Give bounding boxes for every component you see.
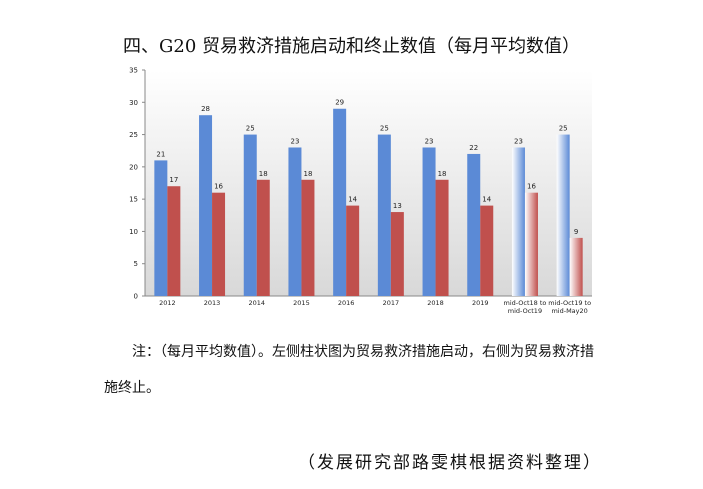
x-tick-label: mid-Oct19 to mid-May20 xyxy=(548,299,592,315)
bar xyxy=(288,147,302,296)
x-tick-label: 2015 xyxy=(293,299,310,307)
bar xyxy=(390,212,404,296)
bar xyxy=(569,237,583,296)
x-tick-label: 2014 xyxy=(248,299,266,307)
note: 注：（每月平均数值）。左侧柱状图为贸易救济措施启动，右侧为贸易救济措施终止。 xyxy=(104,344,594,396)
bar xyxy=(199,115,213,296)
data-label: 22 xyxy=(469,144,478,152)
data-label: 18 xyxy=(259,170,268,178)
data-label: 28 xyxy=(201,105,210,113)
data-label: 18 xyxy=(303,170,312,178)
data-label: 23 xyxy=(290,137,299,145)
bar xyxy=(212,192,226,296)
bar xyxy=(243,134,257,296)
source: （发展研究部路雯棋根据资料整理） xyxy=(298,453,602,473)
y-tick-label: 5 xyxy=(134,260,138,268)
y-tick-label: 20 xyxy=(129,163,138,171)
bar xyxy=(556,134,570,296)
title: 四、G20 贸易救济措施启动和终止数值（每月平均数值） xyxy=(122,36,580,57)
data-label: 13 xyxy=(393,202,402,210)
bar xyxy=(301,179,315,296)
data-label: 29 xyxy=(335,99,344,107)
bar xyxy=(256,179,270,296)
x-tick-label: 2019 xyxy=(471,299,489,307)
bar xyxy=(467,153,481,296)
data-label: 17 xyxy=(169,176,178,184)
x-tick-label: 2016 xyxy=(337,299,355,307)
bar xyxy=(435,179,449,296)
y-tick-label: 0 xyxy=(134,293,138,301)
data-label: 9 xyxy=(574,228,578,236)
data-label: 14 xyxy=(482,196,491,204)
bar xyxy=(377,134,391,296)
x-tick-label: 2013 xyxy=(203,299,221,307)
y-tick-label: 15 xyxy=(129,196,138,204)
data-label: 21 xyxy=(156,150,165,158)
y-tick-label: 10 xyxy=(129,228,138,236)
bar xyxy=(480,205,494,296)
data-label: 16 xyxy=(527,183,536,191)
data-label: 18 xyxy=(438,170,447,178)
y-tick-label: 30 xyxy=(129,99,138,107)
bar xyxy=(333,108,347,296)
bar xyxy=(167,186,181,296)
bar xyxy=(422,147,436,296)
y-tick-label: 35 xyxy=(129,67,138,75)
data-label: 23 xyxy=(514,137,523,145)
chart: 0 5 10 15 20 25 30 35 21 17 28 16 25 18 23 18 29 14 25 13 23… xyxy=(129,67,592,301)
x-tick-label: 2018 xyxy=(427,299,444,307)
data-label: 25 xyxy=(380,125,389,133)
bar xyxy=(524,192,538,296)
y-tick-label: 25 xyxy=(129,131,138,139)
data-label: 25 xyxy=(559,125,568,133)
data-label: 25 xyxy=(246,125,255,133)
x-tick-label: mid-Oct18 to mid-Oct19 xyxy=(503,299,547,315)
data-label: 23 xyxy=(425,137,434,145)
bar xyxy=(511,147,525,296)
bar xyxy=(346,205,360,296)
x-tick-label: 2017 xyxy=(382,299,400,307)
data-label: 16 xyxy=(214,183,223,191)
x-tick-label: 2012 xyxy=(159,299,176,307)
data-label: 14 xyxy=(348,196,357,204)
bar xyxy=(154,160,168,296)
